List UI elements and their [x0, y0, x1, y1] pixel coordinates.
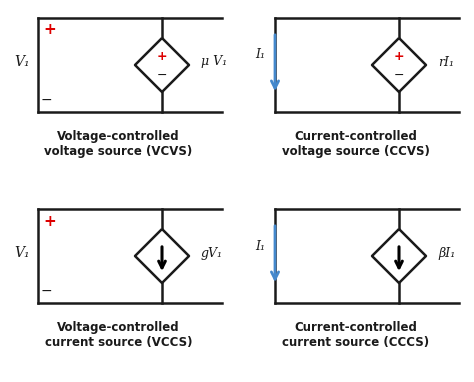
Text: +: +: [157, 50, 167, 63]
Text: +: +: [394, 50, 404, 63]
Text: −: −: [394, 68, 404, 81]
Text: Voltage-controlled
voltage source (VCVS): Voltage-controlled voltage source (VCVS): [45, 130, 192, 158]
Text: −: −: [40, 93, 52, 107]
Text: +: +: [44, 214, 56, 228]
Text: V₁: V₁: [14, 55, 30, 69]
Text: −: −: [40, 284, 52, 298]
Text: −: −: [157, 68, 167, 81]
Text: βI₁: βI₁: [438, 246, 455, 259]
Text: Voltage-controlled
current source (VCCS): Voltage-controlled current source (VCCS): [45, 321, 192, 349]
Text: I₁: I₁: [255, 240, 265, 253]
Text: I₁: I₁: [255, 49, 265, 62]
Text: Current-controlled
current source (CCCS): Current-controlled current source (CCCS): [282, 321, 429, 349]
Text: +: +: [44, 23, 56, 37]
Text: V₁: V₁: [14, 246, 30, 260]
Text: gV₁: gV₁: [201, 246, 223, 259]
Text: rI₁: rI₁: [438, 55, 454, 68]
Text: μ V₁: μ V₁: [201, 55, 227, 68]
Text: Current-controlled
voltage source (CCVS): Current-controlled voltage source (CCVS): [282, 130, 429, 158]
